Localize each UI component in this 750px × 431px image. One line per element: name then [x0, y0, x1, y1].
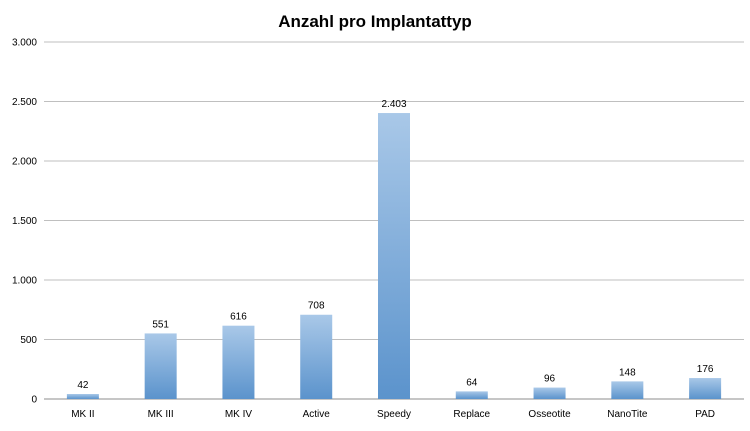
chart-title: Anzahl pro Implantattyp — [278, 12, 472, 31]
bar-mk-ii — [66, 394, 99, 399]
bar-replace — [455, 391, 488, 399]
x-category-label: NanoTite — [607, 409, 648, 420]
x-category-label: MK II — [71, 409, 94, 420]
x-category-label: PAD — [695, 409, 715, 420]
x-category-label: MK IV — [225, 409, 253, 420]
data-label: 96 — [544, 374, 556, 385]
data-label: 2.403 — [381, 99, 406, 110]
y-tick-label: 500 — [20, 335, 37, 346]
x-category-label: Speedy — [377, 409, 411, 420]
y-tick-label: 2.500 — [12, 97, 37, 108]
x-axis-categories: MK II MK III MK IV Active Speedy Replace Osseo… — [71, 409, 715, 420]
y-tick-label: 3.000 — [12, 38, 37, 49]
data-label: 148 — [619, 367, 636, 378]
data-label: 616 — [230, 312, 247, 323]
x-category-label: Replace — [453, 409, 490, 420]
y-axis-ticks: 0 500 1.000 1.500 2.000 2.500 3.000 — [12, 38, 37, 406]
x-category-label: MK III — [148, 409, 174, 420]
bar-speedy — [378, 113, 410, 399]
data-label: 551 — [152, 319, 169, 330]
data-labels: 42 551 616 708 2.403 64 96 148 176 — [77, 99, 714, 391]
data-label: 176 — [697, 364, 714, 375]
y-tick-label: 1.000 — [12, 276, 37, 287]
y-tick-label: 2.000 — [12, 157, 37, 168]
data-label: 42 — [77, 380, 89, 391]
bar-mk-iv — [222, 325, 255, 399]
x-category-label: Active — [303, 409, 331, 420]
bar-pad — [689, 378, 722, 399]
x-category-label: Osseotite — [528, 409, 571, 420]
bar-active — [300, 314, 333, 399]
bar-mk-iii — [144, 333, 177, 399]
bar-nanotite — [611, 381, 644, 399]
data-label: 64 — [466, 377, 478, 388]
bar-osseotite — [533, 387, 566, 399]
y-tick-label: 1.500 — [12, 216, 37, 227]
y-tick-label: 0 — [31, 395, 37, 406]
bars — [66, 113, 722, 399]
data-label: 708 — [308, 301, 325, 312]
